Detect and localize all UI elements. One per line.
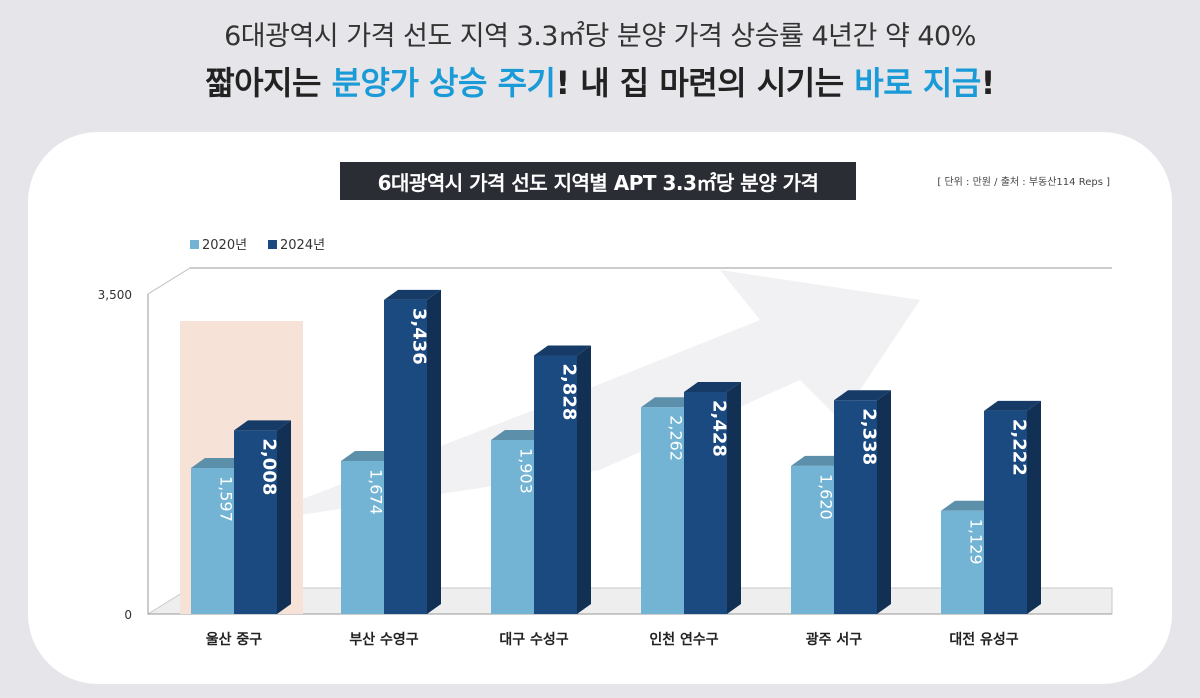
x-tick-label: 광주 서구 (806, 631, 863, 648)
background-arrow (300, 270, 920, 515)
headline-sub-part2: ! 내 집 마련의 시기는 (555, 64, 855, 102)
data-label: 2,828 (559, 363, 580, 420)
bar-side (877, 390, 891, 614)
bar-side (727, 382, 741, 614)
data-label: 1,129 (967, 519, 986, 565)
data-label: 1,620 (817, 474, 836, 520)
x-tick-label: 대전 유성구 (949, 631, 1018, 648)
x-tick-label: 인천 연수구 (649, 631, 718, 648)
data-label: 3,436 (409, 308, 430, 365)
data-label: 2,222 (1009, 419, 1030, 476)
bar-top (534, 345, 591, 356)
x-tick-label: 울산 중구 (206, 631, 263, 648)
bar-top (984, 400, 1041, 411)
data-label: 1,674 (367, 469, 386, 515)
bar (191, 467, 234, 614)
bar-top (791, 455, 848, 466)
legend-swatch (190, 240, 199, 249)
bar (684, 392, 727, 614)
bar (791, 465, 834, 614)
data-label: 2,428 (709, 400, 730, 457)
headline-sub-part1: 짧아지는 (205, 64, 332, 102)
y-tick-label: 3,500 (98, 288, 132, 302)
bar (491, 440, 534, 614)
chart-title: 6대광역시 가격 선도 지역별 APT 3.3㎡당 분양 가격 (340, 162, 856, 200)
top-grid-diagonal (147, 267, 191, 295)
bar-top (234, 420, 291, 431)
bar (984, 410, 1027, 614)
headline-sub-highlight1: 분양가 상승 주기 (331, 64, 556, 102)
bar-side (427, 289, 441, 614)
data-label: 2,338 (859, 408, 880, 465)
data-label: 1,903 (517, 448, 536, 494)
bar (534, 355, 577, 614)
bar-top (191, 457, 248, 468)
bar (641, 407, 684, 614)
headline: 6대광역시 가격 선도 지역 3.3㎡당 분양 가격 상승률 4년간 약 40% (224, 21, 976, 52)
headline-sub-part3: ! (980, 64, 996, 102)
legend-label: 2024년 (280, 238, 325, 253)
bar (234, 430, 277, 614)
bar (941, 510, 984, 614)
bar-side (277, 420, 291, 614)
data-label: 1,597 (217, 476, 236, 522)
headline-sub-highlight2: 바로 지금 (854, 64, 981, 102)
x-tick-label: 대구 수성구 (499, 632, 568, 648)
source-note: [ 단위 : 만원 / 출처 : 부동산114 Reps ] (937, 177, 1110, 188)
data-label: 2,262 (667, 415, 686, 461)
bar (384, 299, 427, 614)
bar-top (941, 500, 998, 511)
bar-top (641, 397, 698, 408)
bar (341, 460, 384, 614)
bar-side (577, 345, 591, 614)
bar-top (384, 289, 441, 300)
y-tick-label: 0 (124, 608, 132, 622)
bar-top (684, 382, 741, 393)
bar-top (491, 430, 548, 441)
bar-top (834, 390, 891, 401)
x-tick-label: 부산 수영구 (349, 631, 418, 648)
bar-top (341, 450, 398, 461)
headline-sub: 짧아지는 분양가 상승 주기! 내 집 마련의 시기는 바로 지금! (0, 58, 1200, 104)
legend-label: 2020년 (202, 238, 247, 253)
legend-swatch (268, 240, 277, 249)
data-label: 2,008 (259, 438, 280, 495)
bar (834, 400, 877, 614)
bar-side (1027, 400, 1041, 614)
